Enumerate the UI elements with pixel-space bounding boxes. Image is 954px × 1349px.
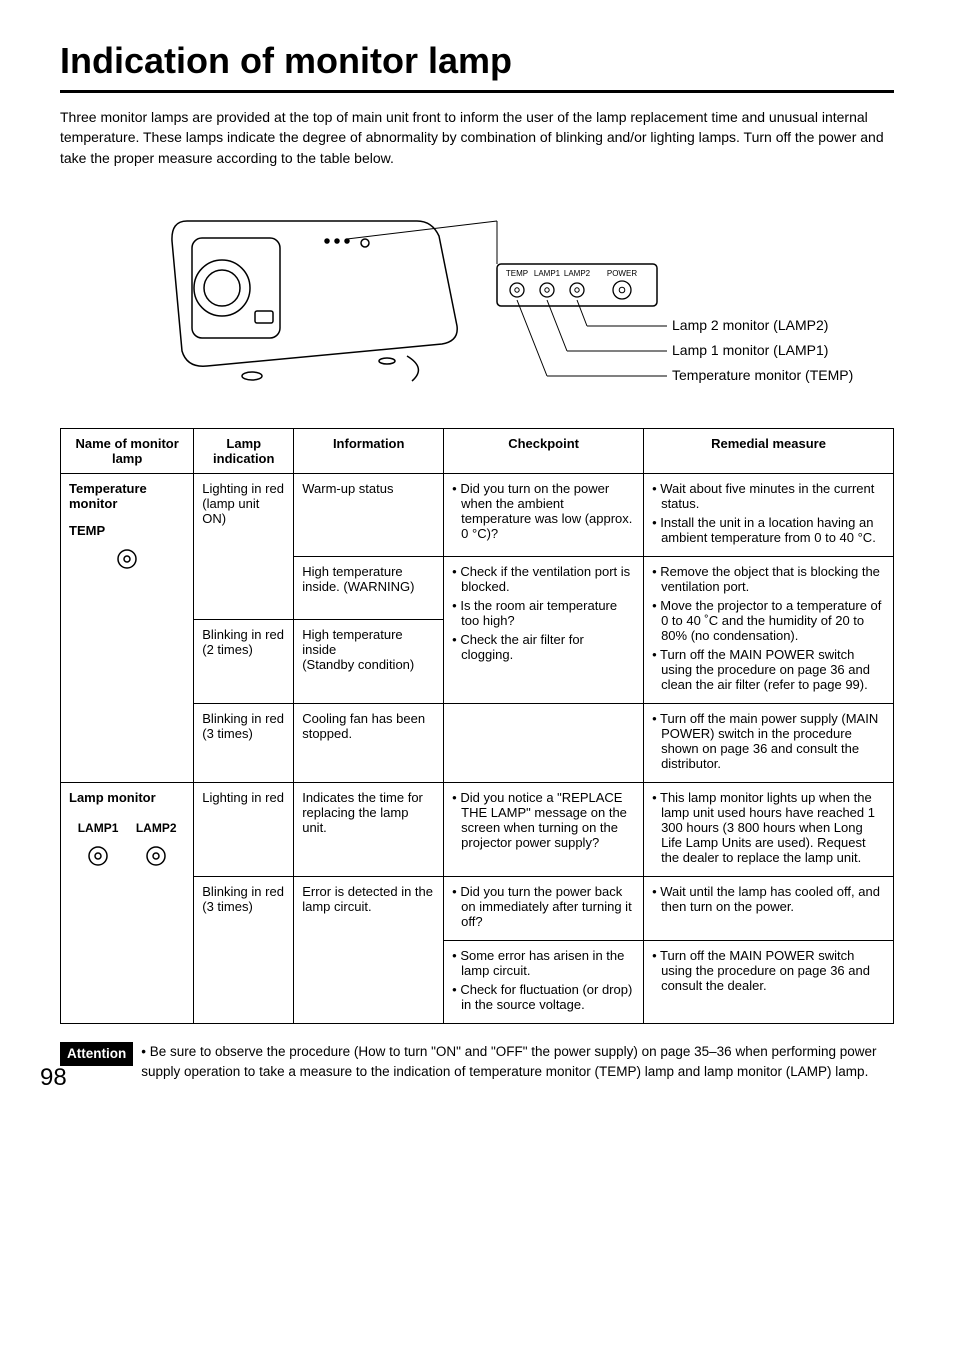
diagram-label-power: POWER xyxy=(607,269,637,278)
table-header-row: Name of monitor lamp Lamp indication Inf… xyxy=(61,428,894,473)
attention-text: • Be sure to observe the procedure (How … xyxy=(141,1042,894,1083)
diagram-callout-lamp1: Lamp 1 monitor (LAMP1) xyxy=(672,342,828,358)
th-lamp: Lamp indication xyxy=(194,428,294,473)
temp-lamp-cell-1: Lighting in red(lamp unit ON) xyxy=(194,473,294,619)
temp-info-2: High temperature inside. (WARNING) xyxy=(294,556,444,619)
lamp-remedial-1: This lamp monitor lights up when the lam… xyxy=(644,782,894,876)
temp-checkpoint-2-3: Check if the ventilation port is blocked… xyxy=(444,556,644,703)
temp-name-line2: TEMP xyxy=(69,523,185,538)
temp-checkpoint-4 xyxy=(444,703,644,782)
diagram-callout-lamp2: Lamp 2 monitor (LAMP2) xyxy=(672,317,828,333)
lamp-checkpoint-1: Did you notice a "REPLACE THE LAMP" mess… xyxy=(444,782,644,876)
temp-icon xyxy=(69,548,185,573)
attention-label: Attention xyxy=(60,1042,133,1066)
lamp-remedial-2a: Wait until the lamp has cooled off, and … xyxy=(644,876,894,940)
lamp-checkpoint-2a: Did you turn the power back on immediate… xyxy=(444,876,644,940)
lamp-lamp-cell-1: Lighting in red xyxy=(194,782,294,876)
page-title: Indication of monitor lamp xyxy=(60,40,894,82)
table-row: Temperature monitor TEMP Lighting in red… xyxy=(61,473,894,556)
diagram-label-lamp2: LAMP2 xyxy=(564,269,591,278)
temp-name-line1: Temperature monitor xyxy=(69,481,185,511)
intro-paragraph: Three monitor lamps are provided at the … xyxy=(60,107,894,168)
attention-block: Attention • Be sure to observe the proce… xyxy=(60,1042,894,1083)
temp-lamp-cell-4: Blinking in red(3 times) xyxy=(194,703,294,782)
lamp-remedial-2b: Turn off the MAIN POWER switch using the… xyxy=(644,940,894,1023)
title-underline xyxy=(60,90,894,93)
diagram-label-lamp1: LAMP1 xyxy=(534,269,561,278)
lamp-monitor-name-cell: Lamp monitor LAMP1 LAMP2 xyxy=(61,782,194,1023)
lamp-name-line1: Lamp monitor xyxy=(69,790,185,805)
th-remedial: Remedial measure xyxy=(644,428,894,473)
lamp-sub-labels: LAMP1 LAMP2 xyxy=(69,821,185,835)
temp-info-4: Cooling fan has been stopped. xyxy=(294,703,444,782)
lamp-info-2: Error is detected in the lamp circuit. xyxy=(294,876,444,1023)
temp-lamp-cell-3: Blinking in red(2 times) xyxy=(194,619,294,703)
temp-remedial-1: Wait about five minutes in the current s… xyxy=(644,473,894,556)
diagram-label-temp: TEMP xyxy=(506,269,528,278)
temp-info-1: Warm-up status xyxy=(294,473,444,556)
temp-remedial-2-3: Remove the object that is blocking the v… xyxy=(644,556,894,703)
lamp-lamp-cell-2: Blinking in red(3 times) xyxy=(194,876,294,1023)
temp-info-3: High temperature inside(Standby conditio… xyxy=(294,619,444,703)
lamp-checkpoint-2b: Some error has arisen in the lamp circui… xyxy=(444,940,644,1023)
diagram-callout-temp: Temperature monitor (TEMP) xyxy=(672,367,853,383)
temp-remedial-4: Turn off the main power supply (MAIN POW… xyxy=(644,703,894,782)
page-container: Indication of monitor lamp Three monitor… xyxy=(0,0,954,1112)
monitor-lamp-table: Name of monitor lamp Lamp indication Inf… xyxy=(60,428,894,1024)
temp-checkpoint-1: Did you turn on the power when the ambie… xyxy=(444,473,644,556)
page-number: 98 xyxy=(40,1064,67,1092)
th-info: Information xyxy=(294,428,444,473)
th-name: Name of monitor lamp xyxy=(61,428,194,473)
lamp-icons xyxy=(69,845,185,867)
temp-monitor-name-cell: Temperature monitor TEMP xyxy=(61,473,194,782)
projector-diagram: TEMP LAMP1 LAMP2 POWER Lamp 2 monitor (L… xyxy=(97,186,857,406)
lamp-info-1: Indicates the time for replacing the lam… xyxy=(294,782,444,876)
table-row: Lamp monitor LAMP1 LAMP2 Lighting in red… xyxy=(61,782,894,876)
th-checkpoint: Checkpoint xyxy=(444,428,644,473)
